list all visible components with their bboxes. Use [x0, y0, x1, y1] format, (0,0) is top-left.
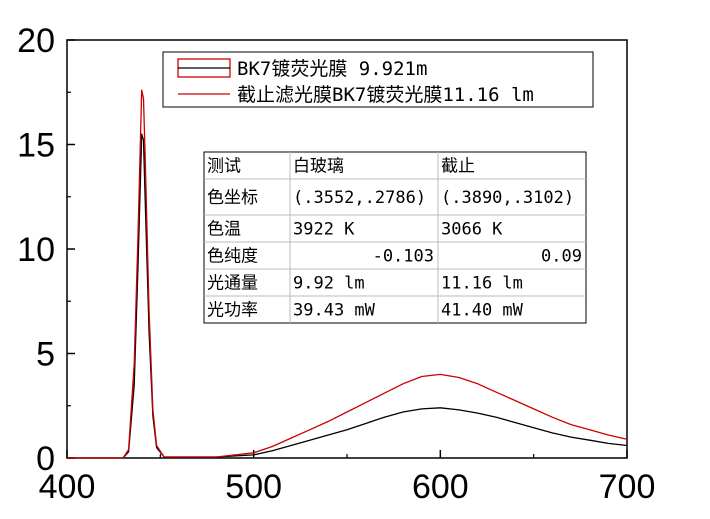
x-tick-label: 700 [599, 468, 656, 506]
table-cell: 3066 K [441, 220, 503, 240]
legend-label: BK7镀荧光膜 9.921m [237, 58, 427, 80]
legend-box [162, 51, 594, 108]
y-tick-label: 5 [36, 336, 55, 374]
series-line-1 [67, 89, 628, 459]
ticks: 400 500 600 700 0 5 10 15 20 [17, 22, 655, 506]
table-cell: 光通量 [207, 274, 258, 294]
table-frame [203, 151, 587, 324]
x-tick-label: 400 [39, 468, 96, 506]
series-layer [67, 89, 628, 459]
table-cell: 39.43 mW [293, 301, 376, 321]
table-cell: 白玻璃 [293, 157, 344, 177]
table-cell: 0.09 [541, 247, 582, 267]
x-tick-label: 500 [225, 468, 282, 506]
table-cell: 测试 [207, 157, 241, 177]
table-cell: 截止 [441, 157, 475, 177]
y-tick-label: 10 [17, 231, 55, 269]
table-cell: 11.16 lm [441, 274, 523, 294]
table-cell: 9.92 lm [293, 274, 365, 294]
table-cell: 41.40 mW [441, 301, 524, 321]
table-cell: 色纯度 [207, 247, 258, 267]
y-tick-label: 20 [17, 22, 55, 60]
table-cell: (.3552,.2786) [293, 188, 426, 208]
y-tick-label: 0 [36, 440, 55, 478]
legend-label: 截止滤光膜BK7镀荧光膜11.16 lm [237, 84, 534, 106]
table-cell: 3922 K [293, 220, 355, 240]
table-cell: (.3890,.3102) [441, 188, 574, 208]
table-cell: -0.103 [373, 247, 434, 267]
x-tick-label: 600 [412, 468, 469, 506]
table-cell: 色温 [207, 220, 241, 240]
legend: BK7镀荧光膜 9.921m 截止滤光膜BK7镀荧光膜11.16 lm [162, 51, 594, 108]
table-cell: 色坐标 [207, 188, 258, 208]
y-tick-label: 15 [17, 127, 55, 165]
table-cell: 光功率 [207, 301, 258, 321]
series-line-0 [67, 133, 628, 459]
